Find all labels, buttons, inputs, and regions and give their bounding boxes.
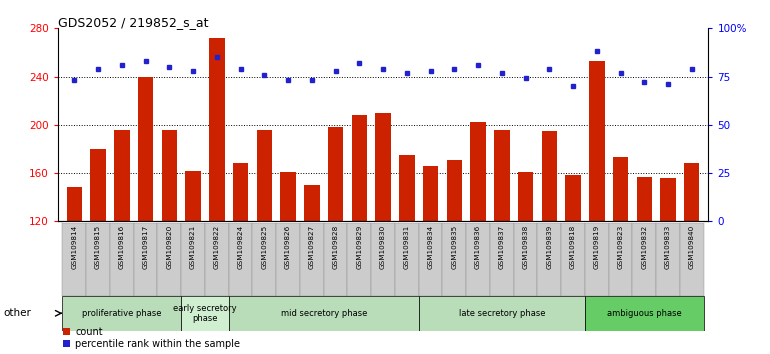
Text: GSM109838: GSM109838 xyxy=(523,225,528,269)
Text: GSM109815: GSM109815 xyxy=(95,225,101,269)
Bar xyxy=(67,188,82,221)
Text: ambiguous phase: ambiguous phase xyxy=(607,309,681,318)
Bar xyxy=(541,131,557,221)
Bar xyxy=(680,223,704,296)
Bar xyxy=(181,223,205,296)
Text: GSM109837: GSM109837 xyxy=(499,225,505,269)
Bar xyxy=(518,172,534,221)
Text: GSM109839: GSM109839 xyxy=(546,225,552,269)
Bar xyxy=(86,223,110,296)
Bar xyxy=(300,223,323,296)
Text: early secretory
phase: early secretory phase xyxy=(173,304,237,323)
Text: GSM109821: GSM109821 xyxy=(190,225,196,269)
Bar xyxy=(253,223,276,296)
Bar xyxy=(138,76,153,221)
Bar xyxy=(561,223,585,296)
Bar xyxy=(158,223,181,296)
Bar xyxy=(589,61,604,221)
Text: GSM109825: GSM109825 xyxy=(261,225,267,269)
Bar xyxy=(205,223,229,296)
Bar xyxy=(656,223,680,296)
Bar xyxy=(134,223,158,296)
Text: GSM109816: GSM109816 xyxy=(119,225,125,269)
Bar xyxy=(565,176,581,221)
Bar xyxy=(90,149,105,221)
Text: proliferative phase: proliferative phase xyxy=(82,309,162,318)
Bar xyxy=(162,130,177,221)
Text: GSM109831: GSM109831 xyxy=(403,225,410,269)
Text: GSM109827: GSM109827 xyxy=(309,225,315,269)
Bar xyxy=(114,130,129,221)
Text: GSM109819: GSM109819 xyxy=(594,225,600,269)
Bar xyxy=(323,223,347,296)
Text: GSM109826: GSM109826 xyxy=(285,225,291,269)
Bar xyxy=(490,223,514,296)
Bar xyxy=(395,223,419,296)
Bar xyxy=(613,157,628,221)
Bar xyxy=(585,223,608,296)
Bar xyxy=(371,223,395,296)
Text: GSM109834: GSM109834 xyxy=(427,225,434,269)
Text: GDS2052 / 219852_s_at: GDS2052 / 219852_s_at xyxy=(58,16,208,29)
Bar xyxy=(419,296,585,331)
Text: GSM109818: GSM109818 xyxy=(570,225,576,269)
Bar xyxy=(637,177,652,221)
Text: GSM109820: GSM109820 xyxy=(166,225,172,269)
Bar xyxy=(514,223,537,296)
Text: GSM109828: GSM109828 xyxy=(333,225,339,269)
Bar xyxy=(181,296,229,331)
Bar xyxy=(229,223,253,296)
Text: GSM109835: GSM109835 xyxy=(451,225,457,269)
Bar xyxy=(347,223,371,296)
Bar xyxy=(494,130,510,221)
Text: GSM109840: GSM109840 xyxy=(689,225,695,269)
Text: GSM109830: GSM109830 xyxy=(380,225,386,269)
Bar xyxy=(110,223,134,296)
Text: other: other xyxy=(4,308,32,318)
Bar xyxy=(328,127,343,221)
Text: GSM109824: GSM109824 xyxy=(238,225,243,269)
Text: GSM109832: GSM109832 xyxy=(641,225,648,269)
Bar xyxy=(304,185,320,221)
Bar xyxy=(466,223,490,296)
Bar xyxy=(276,223,300,296)
Bar xyxy=(256,130,272,221)
Bar xyxy=(419,223,443,296)
Text: GSM109829: GSM109829 xyxy=(357,225,363,269)
Text: GSM109817: GSM109817 xyxy=(142,225,149,269)
Text: GSM109836: GSM109836 xyxy=(475,225,481,269)
Text: mid secretory phase: mid secretory phase xyxy=(280,309,367,318)
Bar xyxy=(632,223,656,296)
Bar xyxy=(537,223,561,296)
Bar xyxy=(661,178,676,221)
Bar xyxy=(62,223,86,296)
Bar xyxy=(443,223,466,296)
Bar xyxy=(684,163,699,221)
Text: late secretory phase: late secretory phase xyxy=(459,309,545,318)
Bar xyxy=(608,223,632,296)
Text: GSM109833: GSM109833 xyxy=(665,225,671,269)
Legend: count, percentile rank within the sample: count, percentile rank within the sample xyxy=(62,327,240,349)
Text: GSM109822: GSM109822 xyxy=(214,225,220,269)
Bar xyxy=(280,172,296,221)
Bar xyxy=(352,115,367,221)
Bar xyxy=(423,166,438,221)
Bar xyxy=(447,160,462,221)
Bar xyxy=(585,296,704,331)
Bar xyxy=(186,171,201,221)
Bar xyxy=(375,113,391,221)
Bar xyxy=(209,38,225,221)
Bar xyxy=(229,296,419,331)
Bar xyxy=(470,122,486,221)
Text: GSM109823: GSM109823 xyxy=(618,225,624,269)
Bar xyxy=(233,163,248,221)
Bar xyxy=(399,155,414,221)
Text: GSM109814: GSM109814 xyxy=(72,225,77,269)
Bar xyxy=(62,296,181,331)
